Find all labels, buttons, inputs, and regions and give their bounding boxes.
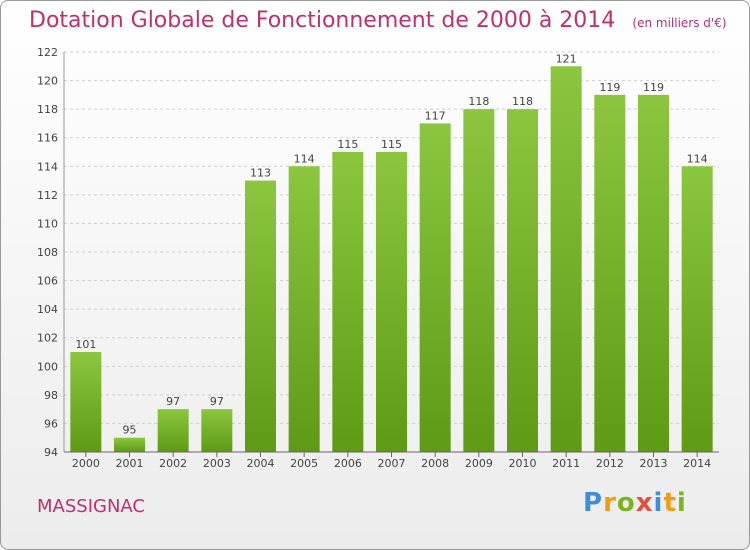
x-tick-label: 2005 <box>290 457 318 470</box>
x-tick-label: 2003 <box>203 457 231 470</box>
y-tick-label: 104 <box>37 303 58 316</box>
bar <box>114 437 145 452</box>
x-tick-label: 2007 <box>378 457 406 470</box>
logo-letter: i <box>676 488 687 518</box>
bar <box>376 152 407 452</box>
y-tick-label: 108 <box>37 246 58 259</box>
x-tick-label: 2014 <box>683 457 711 470</box>
data-label: 117 <box>425 109 446 122</box>
data-label: 119 <box>599 81 620 94</box>
proxiti-logo[interactable]: Proxiti <box>583 488 687 518</box>
x-tick-label: 2011 <box>552 457 580 470</box>
data-label: 119 <box>643 81 664 94</box>
y-tick-label: 102 <box>37 332 58 345</box>
y-tick-label: 110 <box>37 217 58 230</box>
x-tick-label: 2008 <box>421 457 449 470</box>
x-tick-label: 2010 <box>509 457 537 470</box>
data-label: 118 <box>468 95 489 108</box>
y-tick-label: 106 <box>37 275 58 288</box>
data-label: 95 <box>123 424 137 437</box>
y-tick-label: 116 <box>37 132 58 145</box>
bar <box>594 94 626 452</box>
bar <box>157 409 189 452</box>
y-tick-label: 112 <box>37 189 58 202</box>
bar <box>288 166 320 453</box>
bar <box>638 94 669 452</box>
chart-unit: (en milliers d'€) <box>632 16 727 30</box>
data-label: 118 <box>512 95 533 108</box>
y-tick-label: 114 <box>37 160 58 173</box>
y-tick-label: 118 <box>37 103 58 116</box>
data-label: 115 <box>337 138 358 151</box>
commune-name: MASSIGNAC <box>37 496 145 517</box>
bar <box>419 123 451 452</box>
bar <box>463 109 495 453</box>
data-label: 114 <box>687 152 708 165</box>
bar <box>332 152 364 452</box>
x-tick-label: 2013 <box>640 457 668 470</box>
x-axis-ticks: 2000 2001 2002 2003 2004 2005 2006 2007 2008 2009… <box>72 452 711 470</box>
y-tick-label: 94 <box>44 446 58 459</box>
x-tick-label: 2006 <box>334 457 362 470</box>
y-axis-ticks: 94 96 98 100 102 104 106 108 110 112 114 116 118 120 1… <box>37 46 58 459</box>
y-tick-label: 96 <box>44 417 58 430</box>
x-tick-label: 2012 <box>596 457 624 470</box>
chart-title-block: Dotation Globale de Fonctionnement de 20… <box>29 8 727 33</box>
data-label: 101 <box>75 338 96 351</box>
logo-letter: o <box>616 488 636 518</box>
axes <box>63 52 719 453</box>
bars <box>70 66 713 453</box>
logo-letter: P <box>583 488 604 518</box>
x-tick-label: 2004 <box>247 457 275 470</box>
logo-letter: r <box>603 488 617 518</box>
bar <box>681 166 713 453</box>
bar <box>550 66 582 453</box>
y-tick-label: 120 <box>37 75 58 88</box>
logo-letter: x <box>635 488 654 518</box>
x-tick-label: 2009 <box>465 457 493 470</box>
logo-letter: i <box>653 488 664 518</box>
data-label: 97 <box>166 395 180 408</box>
x-tick-label: 2000 <box>72 457 100 470</box>
data-labels: 101 95 97 97 113 114 115 115 117 118 118 121 119 119 1… <box>75 52 707 436</box>
x-tick-label: 2002 <box>159 457 187 470</box>
bar <box>70 352 102 452</box>
data-label: 97 <box>210 395 224 408</box>
bar <box>507 109 538 453</box>
data-label: 115 <box>381 138 402 151</box>
y-tick-label: 98 <box>44 389 58 402</box>
logo-letter: t <box>663 488 677 518</box>
chart-title: Dotation Globale de Fonctionnement de 20… <box>29 8 616 33</box>
bar <box>245 180 276 453</box>
data-label: 114 <box>294 152 315 165</box>
y-tick-label: 122 <box>37 46 58 59</box>
y-tick-label: 100 <box>37 360 58 373</box>
data-label: 113 <box>250 167 271 180</box>
bar <box>201 409 233 452</box>
x-tick-label: 2001 <box>116 457 144 470</box>
data-label: 121 <box>556 52 577 65</box>
